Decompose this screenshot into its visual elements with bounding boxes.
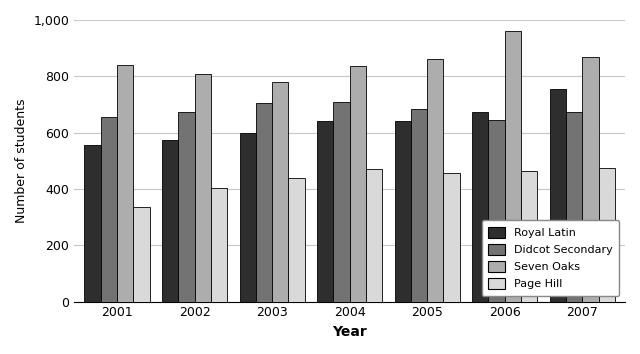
Bar <box>239 133 256 302</box>
Bar <box>411 109 428 302</box>
Bar <box>117 65 133 302</box>
Bar <box>178 112 195 302</box>
Legend: Royal Latin, Didcot Secondary, Seven Oaks, Page Hill: Royal Latin, Didcot Secondary, Seven Oak… <box>482 220 620 296</box>
Bar <box>162 140 178 302</box>
Bar <box>582 57 598 302</box>
Bar <box>133 207 150 302</box>
Bar <box>349 67 366 302</box>
Bar <box>550 89 566 302</box>
Bar <box>195 74 211 302</box>
Bar <box>598 168 615 302</box>
Bar <box>428 59 444 302</box>
Bar <box>395 121 411 302</box>
Bar <box>289 178 305 302</box>
Bar <box>100 117 117 302</box>
Bar <box>333 102 349 302</box>
X-axis label: Year: Year <box>332 325 367 339</box>
Bar <box>272 82 289 302</box>
Bar <box>505 31 521 302</box>
Bar <box>256 103 272 302</box>
Bar <box>444 173 460 302</box>
Bar <box>211 188 227 302</box>
Bar <box>566 112 582 302</box>
Bar <box>488 120 505 302</box>
Bar <box>366 169 382 302</box>
Bar <box>521 171 538 302</box>
Y-axis label: Number of students: Number of students <box>15 98 28 223</box>
Bar <box>472 112 488 302</box>
Bar <box>84 145 100 302</box>
Bar <box>317 121 333 302</box>
